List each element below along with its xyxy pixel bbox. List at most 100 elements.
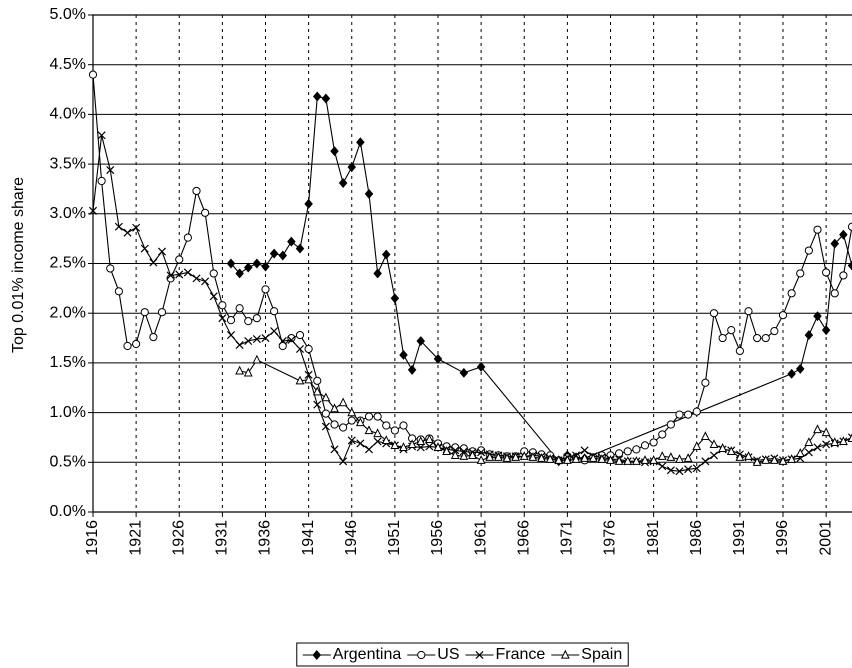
- marker: [269, 248, 279, 259]
- y-tick-label: 5.0%: [50, 6, 86, 23]
- plot-frame: [92, 14, 852, 512]
- marker: [278, 341, 287, 351]
- marker: [787, 454, 797, 463]
- y-tick-label: 0.0%: [50, 503, 86, 520]
- marker: [658, 430, 667, 439]
- marker: [209, 269, 218, 278]
- marker: [106, 264, 115, 273]
- marker: [683, 453, 693, 462]
- marker: [364, 412, 374, 421]
- marker: [390, 440, 400, 450]
- marker: [381, 249, 391, 260]
- marker: [675, 410, 684, 419]
- marker: [321, 392, 331, 402]
- marker: [192, 186, 201, 196]
- marker: [701, 378, 710, 387]
- marker: [97, 176, 106, 186]
- marker: [735, 346, 744, 356]
- marker: [287, 336, 296, 345]
- legend-label: US: [437, 646, 459, 663]
- marker: [657, 451, 667, 460]
- marker: [684, 465, 693, 474]
- marker: [338, 178, 348, 188]
- marker: [442, 446, 452, 455]
- legend: Argentina US France Spain: [296, 642, 629, 667]
- marker: [157, 308, 167, 317]
- marker: [270, 327, 279, 336]
- marker: [226, 316, 236, 325]
- marker: [407, 364, 417, 375]
- x-tick-label: 1981: [645, 520, 662, 556]
- marker: [261, 285, 270, 294]
- marker: [519, 451, 529, 460]
- marker: [390, 426, 399, 435]
- marker: [588, 453, 598, 462]
- marker: [373, 437, 382, 446]
- marker: [252, 335, 261, 344]
- marker: [795, 448, 805, 457]
- marker: [580, 446, 589, 455]
- marker: [313, 376, 322, 385]
- marker: [649, 438, 658, 447]
- marker: [459, 451, 469, 460]
- marker: [416, 436, 426, 446]
- marker: [201, 277, 210, 286]
- marker: [675, 454, 684, 463]
- marker: [183, 233, 192, 242]
- marker: [399, 442, 408, 451]
- marker: [692, 441, 702, 450]
- marker: [502, 453, 512, 462]
- marker: [209, 292, 218, 301]
- marker: [560, 649, 570, 659]
- marker: [201, 208, 210, 217]
- marker: [304, 344, 313, 354]
- marker: [364, 445, 374, 454]
- marker: [364, 425, 374, 435]
- marker: [795, 363, 805, 374]
- marker: [477, 448, 486, 457]
- marker: [726, 446, 736, 455]
- marker: [692, 464, 701, 473]
- marker: [804, 246, 813, 255]
- marker: [381, 435, 391, 445]
- x-tick-label: 1941: [300, 520, 317, 556]
- marker: [813, 311, 822, 322]
- marker: [226, 331, 236, 340]
- x-tick-label: 1946: [343, 520, 360, 556]
- marker: [261, 261, 270, 272]
- marker: [157, 247, 167, 256]
- marker: [252, 354, 262, 364]
- marker: [701, 457, 710, 466]
- marker: [830, 238, 840, 249]
- marker: [399, 349, 408, 360]
- marker: [839, 229, 848, 240]
- marker: [330, 420, 339, 429]
- x-tick-label: 1966: [515, 520, 532, 556]
- marker: [97, 131, 106, 140]
- marker: [752, 457, 762, 466]
- marker: [658, 462, 667, 471]
- marker: [235, 268, 244, 279]
- marker: [347, 416, 356, 425]
- marker: [804, 437, 814, 447]
- marker: [735, 452, 745, 461]
- y-tick-label: 0.5%: [50, 454, 86, 471]
- marker: [796, 269, 805, 278]
- y-tick-label: 1.0%: [50, 404, 86, 421]
- marker: [321, 409, 330, 418]
- marker: [838, 436, 848, 446]
- marker: [606, 455, 615, 464]
- marker: [761, 455, 771, 464]
- marker: [382, 421, 391, 430]
- x-tick-label: 1971: [559, 520, 576, 556]
- marker: [313, 400, 322, 409]
- marker: [580, 453, 590, 462]
- marker: [417, 650, 426, 660]
- marker: [175, 270, 184, 279]
- marker: [787, 289, 796, 298]
- marker: [459, 367, 469, 378]
- marker: [571, 454, 581, 463]
- marker: [813, 424, 822, 434]
- x-tick-label: 1961: [472, 520, 489, 556]
- marker: [287, 236, 296, 247]
